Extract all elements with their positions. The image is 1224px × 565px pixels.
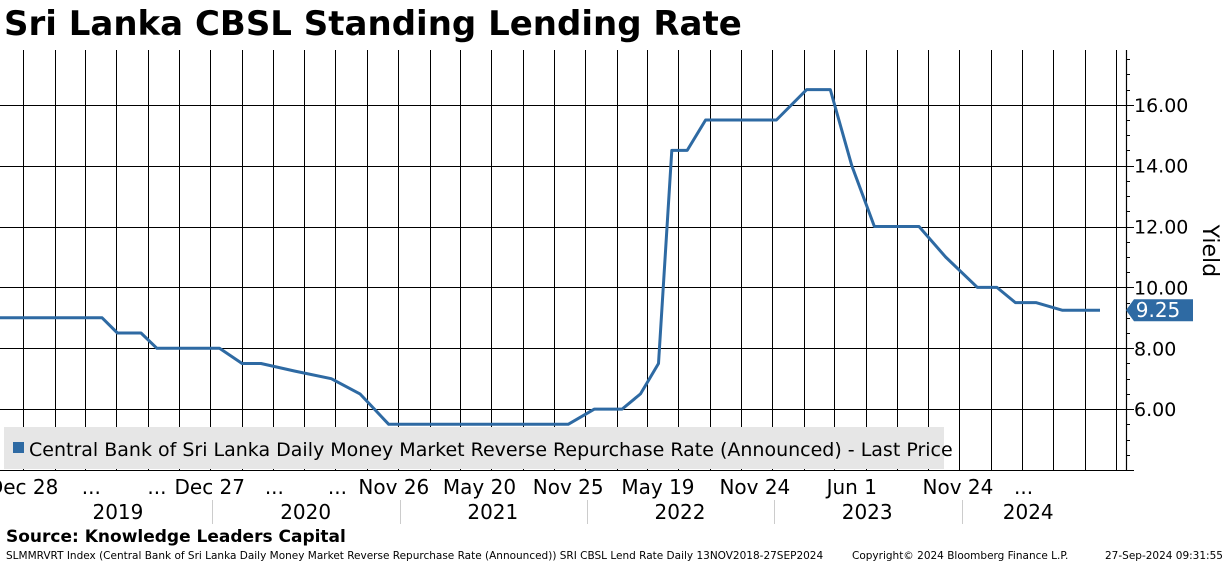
x-year-label: 2022 bbox=[655, 500, 706, 524]
y-tick-label: 16.00 bbox=[1134, 95, 1188, 117]
x-tick-label: Nov 24 bbox=[719, 475, 790, 499]
x-year-label: 2021 bbox=[467, 500, 518, 524]
x-tick-label: Dec 27 bbox=[174, 475, 245, 499]
x-tick-label: Nov 25 bbox=[533, 475, 604, 499]
y-tick-label: 10.00 bbox=[1134, 277, 1188, 299]
x-tick-label: Nov 26 bbox=[358, 475, 429, 499]
x-year-label: 2023 bbox=[842, 500, 893, 524]
source-note: Source: Knowledge Leaders Capital bbox=[6, 527, 346, 547]
legend-box bbox=[4, 427, 944, 469]
x-tick-label: ... bbox=[328, 475, 347, 499]
last-value-label: 9.25 bbox=[1126, 298, 1193, 322]
y-axis: 6.00 8.00 10.00 12.00 14.00 16.00 Yield bbox=[1125, 50, 1222, 471]
x-tick-label: ... bbox=[82, 475, 101, 499]
x-year-label: 2019 bbox=[92, 500, 143, 524]
x-tick-label: May 20 bbox=[443, 475, 516, 499]
x-tick-label: Nov 24 bbox=[923, 475, 994, 499]
gridlines bbox=[0, 50, 1126, 471]
x-tick-label: ... bbox=[265, 475, 284, 499]
legend-label: Central Bank of Sri Lanka Daily Money Ma… bbox=[29, 439, 953, 461]
legend-swatch bbox=[13, 442, 24, 453]
x-tick-label: ... bbox=[147, 475, 166, 499]
series-line bbox=[0, 88, 1100, 426]
series-line-group bbox=[0, 88, 1100, 426]
y-tick-label: 6.00 bbox=[1134, 399, 1176, 421]
x-tick-label: Jun 1 bbox=[825, 475, 877, 499]
x-axis: Dec 28...... Dec 27...... Nov 26 May 20 Nov … bbox=[0, 475, 1054, 524]
y-tick-label: 14.00 bbox=[1134, 156, 1188, 178]
x-tick-label: ... bbox=[1014, 475, 1033, 499]
chart-title: Sri Lanka CBSL Standing Lending Rate bbox=[4, 4, 742, 44]
footer-ticker-info: SLMMRVRT Index (Central Bank of Sri Lank… bbox=[6, 550, 824, 562]
y-tick-label: 8.00 bbox=[1134, 338, 1176, 360]
x-year-label: 2020 bbox=[280, 500, 331, 524]
y-tick-label: 12.00 bbox=[1134, 217, 1188, 239]
y-axis-label: Yield bbox=[1197, 224, 1222, 277]
footer-timestamp: 27-Sep-2024 09:31:55 bbox=[1105, 550, 1223, 562]
last-value-text: 9.25 bbox=[1136, 298, 1181, 322]
legend: Central Bank of Sri Lanka Daily Money Ma… bbox=[4, 427, 953, 469]
x-tick-label: Dec 28 bbox=[0, 475, 58, 499]
footer-copyright: Copyright© 2024 Bloomberg Finance L.P. bbox=[852, 550, 1069, 562]
x-year-label: 2024 bbox=[1003, 500, 1054, 524]
last-value-badge bbox=[1126, 299, 1193, 322]
x-tick-label: May 19 bbox=[621, 475, 694, 499]
